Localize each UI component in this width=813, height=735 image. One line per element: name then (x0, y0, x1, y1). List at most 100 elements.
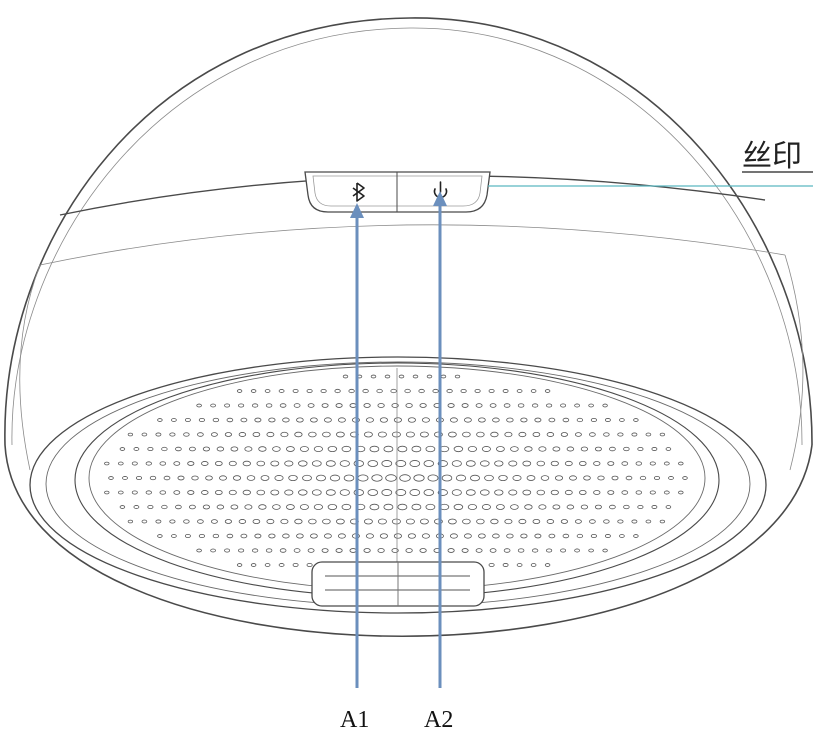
grille-hole (327, 503, 338, 511)
bottom-port (311, 561, 485, 607)
grille-hole (589, 519, 596, 524)
grille-hole (219, 475, 227, 481)
grille-hole (607, 490, 615, 495)
grille-hole (639, 475, 647, 481)
grille-hole (141, 519, 148, 524)
grille-hole (496, 446, 505, 452)
grille-hole (278, 563, 285, 567)
grille-hole (490, 518, 499, 525)
grille-hole (621, 461, 629, 466)
grille-hole (544, 563, 551, 567)
grille-hole (293, 403, 301, 408)
grille-hole (426, 374, 433, 379)
grille-hole (316, 474, 326, 482)
grille-hole (313, 503, 323, 510)
grille-hole (313, 445, 323, 452)
grille-hole (593, 490, 601, 495)
grille-hole (265, 548, 273, 553)
grille-hole (451, 460, 462, 467)
grille-hole (531, 403, 539, 408)
grille-hole (480, 460, 490, 467)
grille-hole (266, 518, 275, 525)
grille-hole (506, 417, 514, 423)
grille-hole (173, 461, 181, 466)
dome-outline (4, 17, 813, 446)
grille-hole (159, 461, 167, 466)
grille-hole (593, 461, 601, 466)
grille-hole (508, 489, 518, 496)
grille-hole (210, 519, 218, 524)
grille-hole (560, 432, 568, 437)
grille-hole (376, 388, 383, 394)
grille-hole (363, 431, 373, 438)
grille-hole (611, 475, 619, 481)
grille-hole (196, 403, 202, 408)
grille-hole (665, 447, 672, 451)
grille-hole (353, 489, 365, 496)
grille-hole (302, 474, 312, 482)
grille-hole (157, 534, 163, 538)
grille-hole (149, 475, 157, 481)
grille-hole (310, 417, 318, 423)
grille-hole (157, 418, 163, 422)
grille-hole (651, 505, 658, 509)
grille-hole (467, 503, 478, 511)
grille-hole (453, 503, 464, 511)
grille-hole (250, 563, 257, 567)
grille-hole (202, 504, 210, 510)
grille-hole (122, 476, 128, 480)
grille-hole (270, 489, 280, 496)
grille-hole (284, 489, 294, 496)
grille-hole (119, 505, 126, 509)
grille-hole (292, 563, 299, 567)
grille-hole (334, 388, 341, 394)
grille-hole (147, 446, 154, 452)
grille-hole (524, 446, 533, 452)
grille-hole (580, 504, 589, 510)
grille-hole (552, 446, 561, 452)
grille-hole (464, 417, 472, 423)
grille-hole (155, 519, 162, 524)
grille-hole (250, 389, 257, 393)
grille-hole (478, 533, 486, 539)
grille-hole (278, 389, 285, 393)
grille-hole (492, 417, 500, 423)
grille-hole (508, 460, 518, 467)
grille-hole (280, 431, 289, 438)
grille-hole (391, 518, 401, 525)
grille-hole (335, 548, 343, 553)
grille-hole (588, 403, 594, 408)
grille-hole (307, 403, 315, 408)
grille-hole (133, 447, 140, 451)
grille-hole (419, 518, 429, 525)
grille-hole (475, 548, 483, 553)
bluetooth-icon (352, 182, 365, 202)
grille-hole (480, 489, 490, 496)
grille-hole (560, 519, 568, 524)
grille-hole (240, 533, 248, 539)
grille-hole (371, 474, 383, 482)
grille-hole (682, 476, 688, 480)
grille-hole (292, 389, 299, 393)
grille-hole (252, 431, 261, 438)
grille-hole (496, 504, 505, 510)
grille-hole (286, 446, 295, 452)
grille-hole (335, 403, 343, 408)
grille-hole (524, 504, 533, 510)
grille-hole (117, 490, 124, 495)
grille-hole (604, 534, 611, 538)
grille-hole (198, 533, 205, 539)
grille-hole (175, 504, 182, 510)
grille-hole (377, 548, 385, 553)
grille-hole (216, 504, 225, 510)
grille-hole (449, 533, 458, 539)
side-contour-left (19, 264, 41, 471)
grille-hole (210, 432, 218, 437)
grille-hole (321, 548, 329, 553)
grille-hole (546, 432, 555, 437)
grille-hole (631, 432, 638, 437)
bluetooth-button[interactable] (352, 182, 365, 202)
grille-hole (526, 475, 536, 481)
grille-hole (294, 518, 303, 525)
